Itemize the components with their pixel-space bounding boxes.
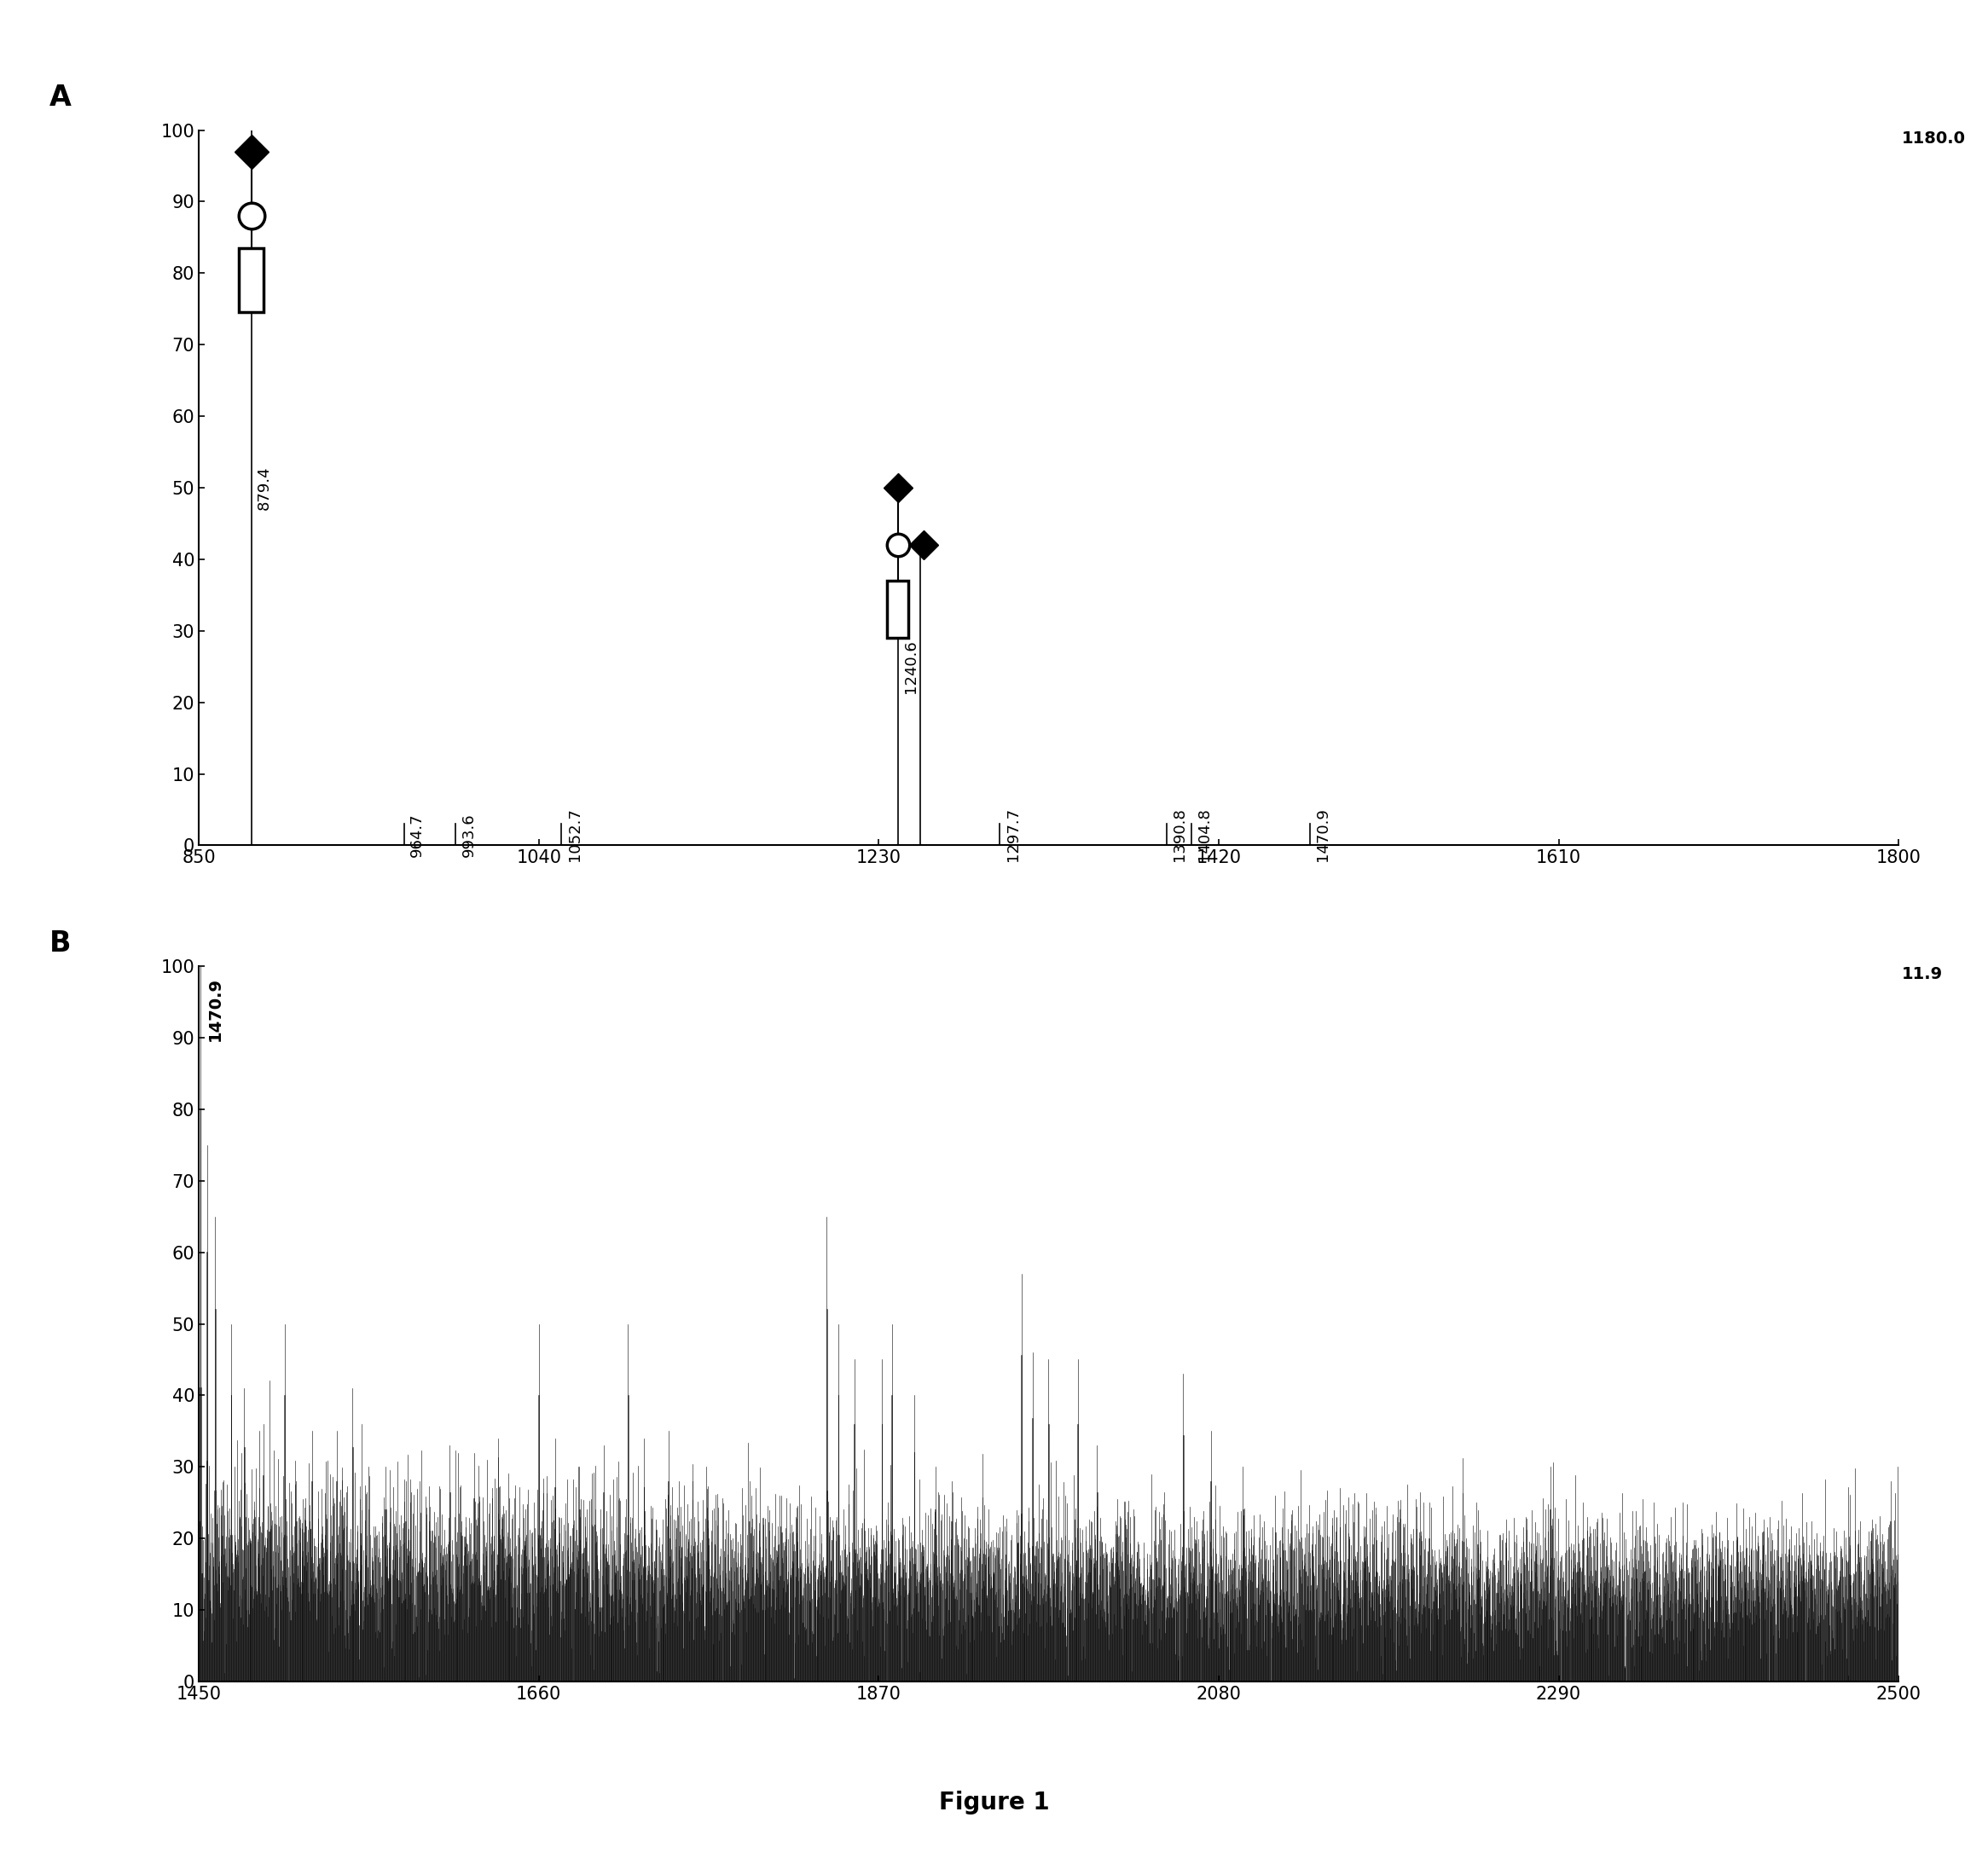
Text: 964.7: 964.7 xyxy=(410,812,425,857)
Text: Figure 1: Figure 1 xyxy=(938,1791,1050,1813)
Text: 1297.7: 1297.7 xyxy=(1006,808,1020,862)
Bar xyxy=(239,249,264,312)
Text: 1390.8: 1390.8 xyxy=(1171,808,1187,862)
Text: 1240.6: 1240.6 xyxy=(903,639,918,693)
Text: 1404.8: 1404.8 xyxy=(1197,808,1213,862)
Text: 993.6: 993.6 xyxy=(461,812,477,857)
Text: 11.9: 11.9 xyxy=(1903,966,1942,983)
Text: 879.4: 879.4 xyxy=(256,466,272,509)
Text: 1470.9: 1470.9 xyxy=(1316,808,1330,862)
Text: A: A xyxy=(50,84,72,111)
Text: 1180.0: 1180.0 xyxy=(1903,130,1966,147)
Text: B: B xyxy=(50,929,72,957)
Text: 1470.9: 1470.9 xyxy=(207,977,223,1040)
Bar xyxy=(887,582,909,637)
Text: 1052.7: 1052.7 xyxy=(567,808,582,862)
